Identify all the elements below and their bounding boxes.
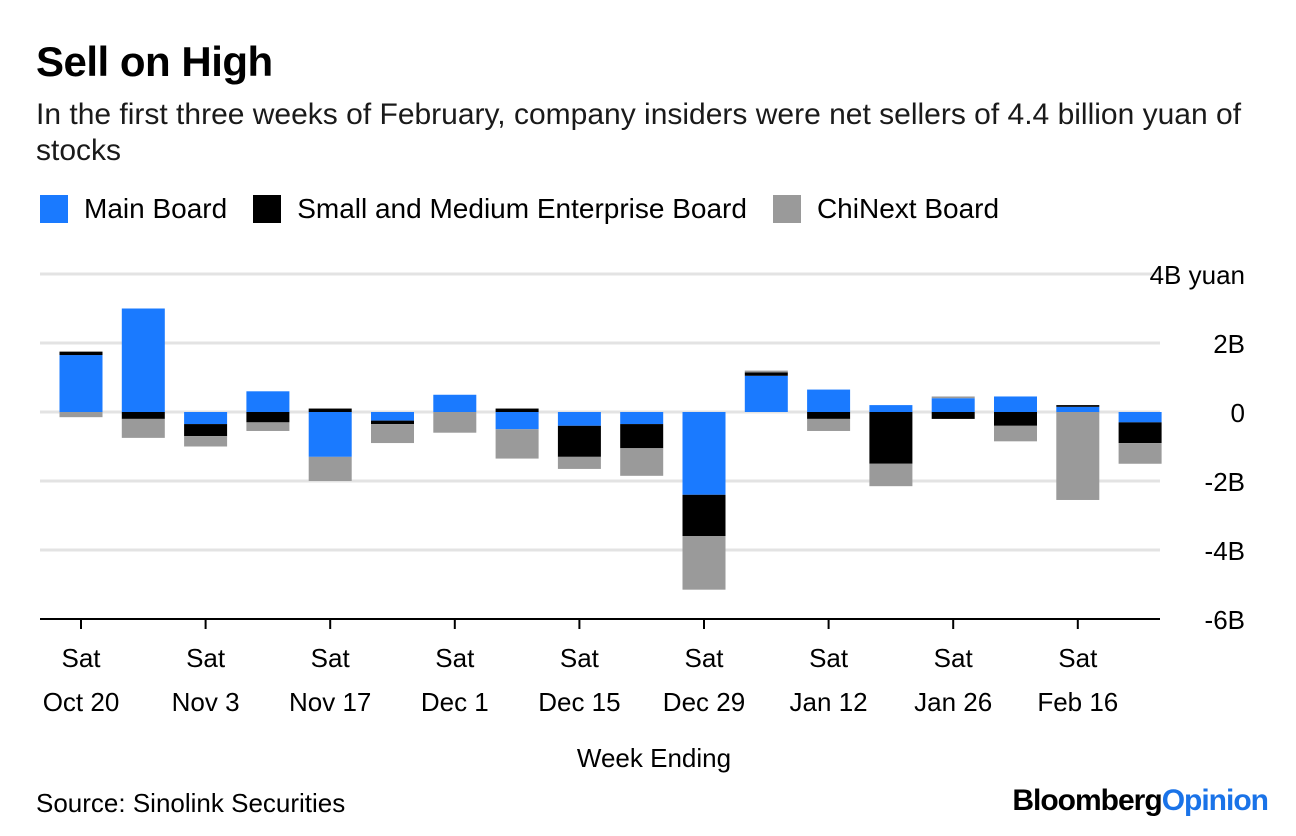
bar-chinext-board [682,536,726,590]
x-axis [40,618,1160,629]
legend-swatch-chinext-board [772,195,801,223]
legend-swatch-sme-board [253,195,282,223]
bar-sme-board [371,420,414,425]
bar-chinext-board [744,370,788,373]
x-tick-day-label: Sat [934,643,974,673]
bar-chinext-board [371,424,414,444]
bar-sme-board [744,372,788,376]
legend-item-sme-board: Small and Medium Enterprise Board [253,193,747,225]
brand-logo: BloombergOpinion [1012,784,1269,818]
bars [59,308,1162,590]
bar-main-board [994,396,1037,412]
bar-main-board [620,412,664,425]
y-tick-label: -6B [1205,605,1245,635]
bar-main-board [557,412,601,426]
bar-main-board [869,405,913,412]
bar-chinext-board [184,436,228,447]
bar-main-board [1056,406,1100,412]
x-tick-day-label: Sat [560,643,600,673]
bar-chinext-board [1118,443,1162,464]
legend-item-chinext-board: ChiNext Board [772,193,1000,225]
bar-main-board [495,412,539,430]
y-tick-label: -2B [1205,467,1245,497]
y-tick-label: 0 [1231,398,1245,428]
x-tick-day-label: Sat [311,643,351,673]
bar-main-board [371,412,414,421]
chart-title: Sell on High [36,38,273,85]
legend-label-main-board: Main Board [84,193,228,224]
bar-sme-board [682,494,726,537]
bar-sme-board [1056,405,1100,407]
bar-sme-board [495,408,539,412]
bar-sme-board [869,412,913,464]
bar-main-board [1118,412,1162,423]
legend-label-chinext-board: ChiNext Board [816,193,1000,224]
bar-chinext-board [308,456,352,481]
x-tick-date-label: Dec 1 [421,687,489,717]
bar-chinext-board [246,422,290,431]
bar-main-board [931,398,975,412]
x-tick-day-label: Sat [809,643,849,673]
bar-chinext-board [807,418,851,431]
bar-chinext-board [495,429,539,459]
bar-main-board [682,412,726,495]
tick-labels: 4B yuan 2B 0 -2B -4B -6B Sat Oct 20 Sat Nov 3 Sat N… [43,260,1245,773]
x-tick-day-label: Sat [61,643,101,673]
x-tick-date-label: Nov 17 [289,687,371,717]
legend-item-main-board: Main Board [40,193,227,225]
bar-main-board [59,355,103,412]
bar-chinext-board [557,456,601,469]
bar-sme-board [1118,422,1162,444]
bar-main-board [433,394,477,412]
legend: Main Board Small and Medium Enterprise B… [40,193,1025,225]
x-tick-date-label: Feb 16 [1037,687,1118,717]
x-tick-date-label: Dec 15 [538,687,620,717]
bar-sme-board [931,412,975,419]
bar-main-board [246,391,290,412]
chart-plot: 4B yuan 2B 0 -2B -4B -6B Sat Oct 20 Sat Nov 3 Sat N… [40,260,1245,773]
legend-swatch-main-board [40,195,68,223]
bar-sme-board [308,408,352,412]
brand-suffix: Opinion [1161,784,1269,817]
x-tick-date-label: Dec 29 [663,687,745,717]
bar-sme-board [807,412,851,419]
bar-chinext-board [121,418,165,438]
x-axis-title: Week Ending [577,743,731,773]
x-tick-day-label: Sat [435,643,475,673]
x-tick-date-label: Nov 3 [172,687,240,717]
x-tick-day-label: Sat [186,643,226,673]
bar-sme-board [59,351,103,356]
bar-sme-board [994,412,1037,426]
bar-sme-board [620,424,664,449]
x-tick-date-label: Jan 26 [914,687,992,717]
bar-chinext-board [869,463,913,487]
chart-subtitle: In the first three weeks of February, co… [36,98,1242,167]
bar-sme-board [121,412,165,419]
bar-chinext-board [1056,412,1100,500]
x-tick-date-label: Oct 20 [43,687,120,717]
bar-chinext-board [994,425,1037,442]
bar-sme-board [557,425,601,457]
brand-name: Bloomberg [1012,784,1162,817]
bar-chinext-board [620,448,664,476]
y-tick-label: 2B [1213,329,1245,359]
bar-main-board [121,308,165,412]
x-tick-day-label: Sat [1058,643,1098,673]
y-tick-label: -4B [1205,536,1245,566]
x-tick-date-label: Jan 12 [790,687,868,717]
bar-chinext-board [433,412,477,433]
bar-main-board [744,375,788,412]
bar-main-board [807,389,851,412]
source-note: Source: Sinolink Securities [36,788,346,818]
bar-chinext-board [931,396,975,399]
bar-main-board [184,412,228,425]
legend-label-sme-board: Small and Medium Enterprise Board [297,193,747,224]
bar-chinext-board [59,412,103,418]
bar-sme-board [246,412,290,423]
y-tick-label: 4B yuan [1150,260,1245,290]
bar-main-board [308,412,352,457]
x-tick-day-label: Sat [684,643,724,673]
bar-sme-board [184,424,228,437]
